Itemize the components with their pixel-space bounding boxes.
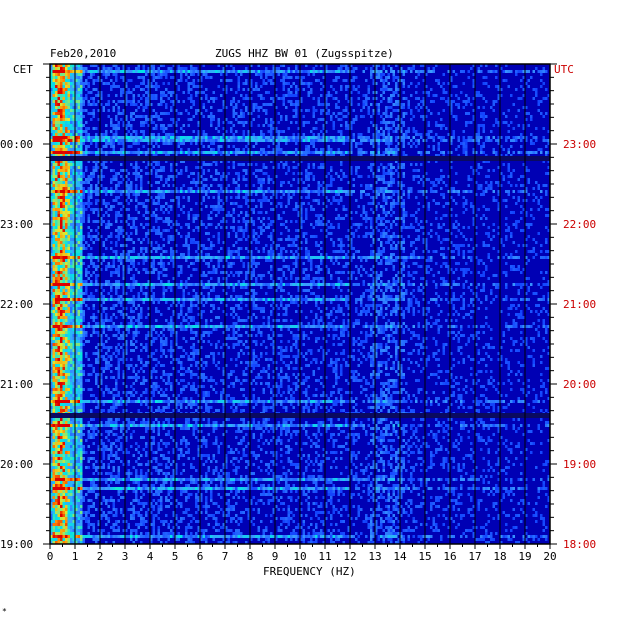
utc-axis-label: UTC: [554, 63, 574, 76]
x-tick-label: 4: [147, 550, 154, 563]
cet-tick-label: 00:00: [0, 138, 33, 151]
cet-tick-label: 22:00: [0, 298, 33, 311]
x-tick-label: 5: [172, 550, 179, 563]
station-title: ZUGS HHZ BW 01 (Zugsspitze): [215, 47, 394, 60]
footer-mark: *: [2, 607, 7, 616]
x-tick-label: 8: [247, 550, 254, 563]
utc-tick-label: 22:00: [563, 218, 596, 231]
x-tick-label: 7: [222, 550, 229, 563]
x-tick-label: 18: [493, 550, 506, 563]
x-tick-label: 2: [97, 550, 104, 563]
x-tick-label: 3: [122, 550, 129, 563]
x-tick-label: 6: [197, 550, 204, 563]
x-tick-label: 10: [293, 550, 306, 563]
cet-tick-label: 20:00: [0, 458, 33, 471]
x-tick-label: 1: [72, 550, 79, 563]
x-tick-label: 15: [418, 550, 431, 563]
x-tick-label: 13: [368, 550, 381, 563]
utc-tick-label: 23:00: [563, 138, 596, 151]
utc-tick-label: 21:00: [563, 298, 596, 311]
x-axis-label: FREQUENCY (HZ): [263, 565, 356, 578]
x-tick-label: 14: [393, 550, 407, 563]
x-tick-label: 0: [47, 550, 54, 563]
x-tick-label: 16: [443, 550, 456, 563]
utc-tick-label: 19:00: [563, 458, 596, 471]
x-tick-label: 9: [272, 550, 279, 563]
cet-tick-label: 23:00: [0, 218, 33, 231]
cet-axis-label: CET: [13, 63, 33, 76]
cet-tick-label: 19:00: [0, 538, 33, 551]
x-tick-label: 12: [343, 550, 356, 563]
x-tick-label: 11: [318, 550, 331, 563]
utc-tick-label: 18:00: [563, 538, 596, 551]
x-tick-label: 20: [543, 550, 556, 563]
utc-tick-label: 20:00: [563, 378, 596, 391]
x-tick-label: 17: [468, 550, 481, 563]
x-tick-label: 19: [518, 550, 531, 563]
cet-tick-label: 21:00: [0, 378, 33, 391]
date-label: Feb20,2010: [50, 47, 117, 60]
